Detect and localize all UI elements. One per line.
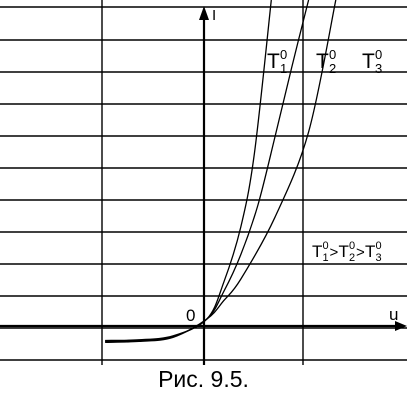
x-axis-label: u xyxy=(389,305,398,324)
curves xyxy=(105,0,337,343)
series-label-1-superscript: 0 xyxy=(280,47,287,62)
figure-caption: Рис. 9.5. xyxy=(158,366,249,392)
annotation-symbol-3: > xyxy=(356,244,365,261)
y-axis-arrow-icon xyxy=(199,6,209,20)
annotation-term-0-letter: T xyxy=(312,242,322,261)
origin-label: 0 xyxy=(186,306,195,325)
annotation-term-0-subscript: 1 xyxy=(323,252,329,264)
annotation-term-2-superscript: 0 xyxy=(349,240,355,252)
series-label-2-letter: T xyxy=(316,50,329,73)
vertical-grid xyxy=(101,0,304,365)
x-axis-arrow-icon xyxy=(395,321,407,331)
curve-series-2 xyxy=(105,0,310,343)
series-label-3-subscript: 3 xyxy=(375,61,382,76)
annotation-symbol-1: > xyxy=(330,244,339,261)
annotation-term-4-subscript: 3 xyxy=(376,252,382,264)
annotation-term-4-letter: T xyxy=(365,242,375,261)
y-axis-label: I xyxy=(212,7,216,24)
labels: T 10 T 20 T 30T 10 > T 20 > T 300 uI xyxy=(186,7,398,325)
series-label-1-subscript: 1 xyxy=(280,61,287,76)
annotation-term-4-superscript: 0 xyxy=(376,240,382,252)
series-label-1-letter: T xyxy=(267,50,280,73)
iv-characteristic-chart: T 10 T 20 T 30T 10 > T 20 > T 300 uI xyxy=(0,0,407,365)
series-label-2-subscript: 2 xyxy=(329,61,336,76)
series-label-3-superscript: 0 xyxy=(375,47,382,62)
curve-series-3 xyxy=(105,0,337,343)
annotation-term-2-subscript: 2 xyxy=(349,252,355,264)
axes xyxy=(0,6,407,365)
series-label-2-superscript: 0 xyxy=(329,47,336,62)
annotation-term-2-letter: T xyxy=(339,242,349,261)
series-label-3-letter: T xyxy=(362,50,375,73)
annotation-term-0-superscript: 0 xyxy=(323,240,329,252)
curve-series-1 xyxy=(105,0,272,342)
